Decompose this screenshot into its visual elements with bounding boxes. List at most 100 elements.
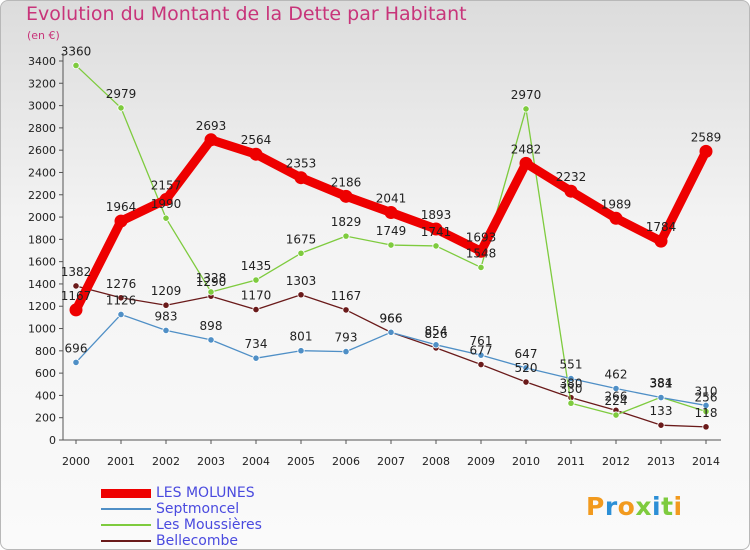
data-point [477,351,485,359]
y-tick-label: 3400 [28,55,56,68]
legend-label: LES MOLUNES [156,485,255,501]
logo-letter: i [673,492,683,521]
data-label: 1675 [286,232,317,246]
data-label: 384 [650,376,673,390]
data-point [297,347,305,355]
data-label: 330 [560,382,583,396]
data-label: 2157 [151,179,182,193]
data-label: 2353 [286,157,317,171]
y-tick-label: 2400 [28,166,56,179]
data-label: 520 [515,361,538,375]
legend-swatch [101,508,151,510]
x-tick-label: 2000 [62,455,90,468]
data-point [432,242,440,250]
data-point [294,171,308,185]
data-point [702,401,710,410]
y-tick-label: 3200 [28,77,56,90]
data-point [519,156,533,170]
data-point [567,374,575,383]
data-label: 1693 [466,230,497,244]
data-point [384,205,398,219]
data-label: 256 [695,390,718,404]
data-point [117,294,125,302]
data-point [204,133,218,147]
data-label: 1382 [61,265,92,279]
data-label: 2232 [556,170,587,184]
logo-letter: P [586,492,605,521]
x-tick-label: 2007 [377,455,405,468]
legend-label: Bellecombe [156,533,239,549]
data-label: 2693 [196,119,227,133]
data-point [429,222,443,236]
data-label: 1170 [241,289,272,303]
data-label: 2979 [106,87,137,101]
data-label: 1328 [196,271,227,285]
legend-label: Septmoncel [156,501,240,517]
legend-swatch [101,540,151,542]
y-tick-label: 2000 [28,211,56,224]
logo-letter: o [617,492,636,521]
data-label: 1749 [376,224,407,238]
data-label: 1209 [151,284,182,298]
data-label: 1303 [286,274,317,288]
data-point [162,301,170,309]
x-tick-label: 2014 [692,455,720,468]
y-tick-label: 3000 [28,100,56,113]
data-label: 1893 [421,208,452,222]
data-point [297,291,305,299]
data-point [657,393,665,402]
x-tick-label: 2003 [197,455,225,468]
data-label: 854 [425,324,448,338]
data-point [564,184,578,198]
data-label: 1829 [331,215,362,229]
data-point [252,305,260,314]
data-label: 381 [650,377,673,391]
data-point [69,303,83,317]
data-label: 966 [380,311,403,325]
y-tick-label: 1400 [28,278,56,291]
data-point [117,310,125,319]
data-label: 133 [650,404,673,418]
data-label: 462 [605,368,628,382]
data-label: 266 [605,389,628,403]
data-label: 1990 [151,197,182,211]
legend-label: Les Moussières [156,517,262,533]
data-label: 1741 [421,225,452,239]
series-line [75,64,707,416]
y-tick-label: 400 [35,389,56,402]
data-point [339,189,353,203]
proxiti-logo: Proxiti [586,492,683,521]
legend-swatch [101,489,151,498]
data-point [207,336,215,344]
data-point [609,211,623,225]
y-tick-label: 1800 [28,233,56,246]
data-label: 1167 [61,289,92,303]
data-point [612,411,620,419]
data-point [567,399,575,407]
y-tick-label: 800 [35,345,56,358]
data-label: 801 [290,330,313,344]
data-label: 1167 [331,289,362,303]
data-point [522,364,530,372]
y-unit-label: (en €) [27,29,60,42]
data-point [342,348,350,356]
data-point [72,358,80,367]
data-label: 677 [470,344,493,358]
data-point [114,214,128,228]
data-point [474,244,488,258]
data-point [159,193,173,207]
data-label: 380 [560,377,583,391]
data-label: 118 [695,406,718,420]
data-point [249,147,263,161]
data-label: 2041 [376,191,407,205]
data-point [72,61,80,70]
y-tick-label: 2600 [28,144,56,157]
data-point [522,378,530,386]
data-point [117,104,125,112]
data-point [342,306,350,314]
data-label: 1290 [196,275,227,289]
y-tick-label: 0 [49,434,56,447]
x-tick-label: 2008 [422,455,450,468]
